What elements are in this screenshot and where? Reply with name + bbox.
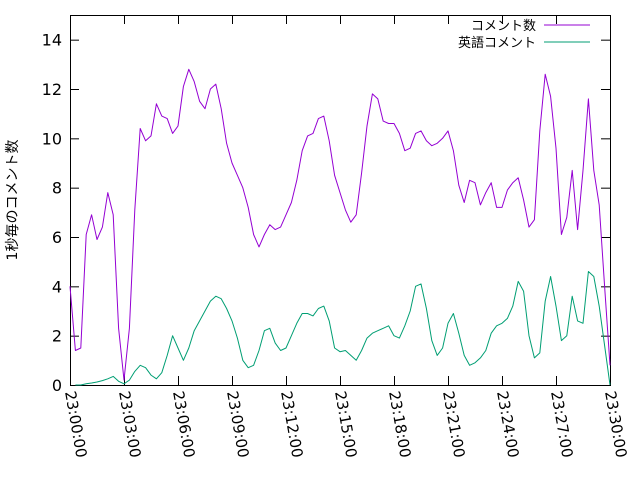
x-tick-label: 23:03:00 — [115, 390, 144, 459]
x-tick-label: 23:30:00 — [601, 390, 630, 459]
series-lines — [69, 68, 611, 386]
y-tick-label: 2 — [52, 327, 62, 346]
x-tick-label: 23:09:00 — [223, 390, 252, 459]
x-axis: 23:00:00 23:03:00 23:06:00 23:09:00 23:12:00… — [61, 15, 630, 459]
legend-label-comments: コメント数 — [471, 19, 536, 34]
x-tick-label: 23:18:00 — [385, 390, 414, 459]
y-tick-label: 6 — [52, 228, 62, 247]
x-tick-label: 23:24:00 — [493, 390, 522, 459]
x-tick-label: 23:21:00 — [439, 390, 468, 459]
x-tick-label: 23:27:00 — [547, 390, 576, 459]
y-tick-label: 8 — [52, 179, 62, 198]
x-tick-label: 23:15:00 — [331, 390, 360, 459]
series-line-english — [75, 271, 611, 386]
y-tick-label: 10 — [42, 129, 62, 148]
legend-label-english: 英語コメント — [458, 35, 536, 51]
plot-frame — [70, 15, 611, 386]
x-tick-label: 23:12:00 — [277, 390, 306, 459]
series-line-comments — [69, 68, 611, 381]
x-tick-label: 23:00:00 — [61, 390, 90, 459]
y-axis-label: 1秒毎のコメント数 — [5, 140, 21, 261]
y-axis: 0 2 4 6 8 10 12 14 — [42, 31, 610, 395]
x-tick-label: 23:06:00 — [169, 390, 198, 459]
y-tick-label: 0 — [52, 376, 62, 395]
y-tick-label: 12 — [42, 80, 62, 99]
legend: コメント数 英語コメント — [458, 19, 590, 51]
y-tick-label: 4 — [52, 277, 62, 296]
y-tick-label: 14 — [42, 31, 62, 50]
